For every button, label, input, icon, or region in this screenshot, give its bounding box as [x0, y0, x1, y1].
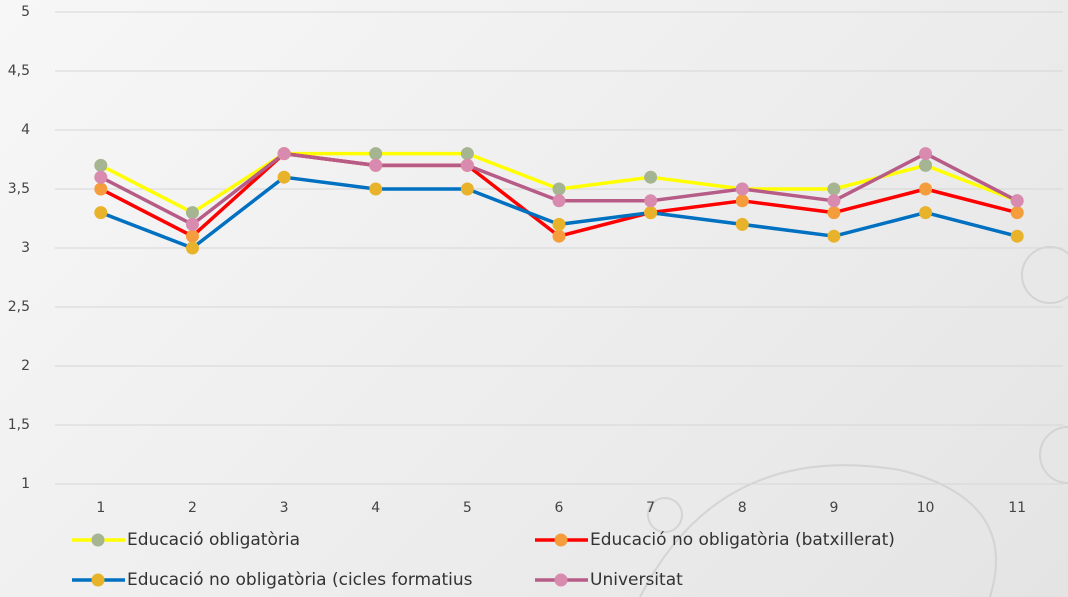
legend-marker: [91, 533, 105, 547]
point: [735, 217, 749, 231]
x-tick-label: 3: [280, 500, 289, 516]
y-tick-label: 1,5: [8, 417, 30, 433]
point: [552, 182, 566, 196]
legend-label: Educació no obligatòria (cicles formatiu…: [127, 570, 473, 590]
legend-label: Universitat: [590, 570, 683, 590]
y-tick-label: 5: [21, 4, 30, 20]
point: [369, 147, 383, 161]
x-tick-label: 9: [829, 500, 838, 516]
point: [460, 182, 474, 196]
point: [827, 206, 841, 220]
point: [185, 217, 199, 231]
y-tick-label: 2: [21, 358, 30, 374]
point: [644, 194, 658, 208]
point: [185, 241, 199, 255]
point: [919, 206, 933, 220]
point: [919, 158, 933, 172]
x-tick-label: 4: [371, 500, 380, 516]
x-tick-label: 1: [96, 500, 105, 516]
point: [94, 158, 108, 172]
x-tick-label: 10: [917, 500, 935, 516]
legend-label: Educació no obligatòria (batxillerat): [590, 530, 895, 550]
decor: [639, 246, 1068, 597]
point: [94, 170, 108, 184]
point: [644, 170, 658, 184]
point: [552, 229, 566, 243]
x-tick-label: 2: [188, 500, 197, 516]
x-tick-label: 7: [646, 500, 655, 516]
point: [552, 194, 566, 208]
y-tick-label: 3,5: [8, 181, 30, 197]
point: [1010, 229, 1024, 243]
x-tick-label: 11: [1008, 500, 1026, 516]
point: [552, 217, 566, 231]
y-tick-label: 3: [21, 240, 30, 256]
point: [827, 194, 841, 208]
legend-marker: [554, 533, 568, 547]
point: [94, 182, 108, 196]
point: [185, 206, 199, 220]
point: [735, 182, 749, 196]
y-tick-label: 1: [21, 476, 30, 492]
point: [1010, 194, 1024, 208]
point: [827, 229, 841, 243]
legend-label: Educació obligatòria: [127, 530, 300, 550]
point: [277, 147, 291, 161]
point: [1010, 206, 1024, 220]
point: [919, 182, 933, 196]
point: [185, 229, 199, 243]
x-tick-label: 5: [463, 500, 472, 516]
point: [460, 158, 474, 172]
point: [277, 170, 291, 184]
y-tick-label: 4: [21, 122, 30, 138]
point: [644, 206, 658, 220]
point: [919, 147, 933, 161]
legend-marker: [91, 573, 105, 587]
y-tick-label: 4,5: [8, 63, 30, 79]
point: [827, 182, 841, 196]
point: [369, 182, 383, 196]
x-tick-label: 6: [555, 500, 564, 516]
y-tick-label: 2,5: [8, 299, 30, 315]
point: [94, 206, 108, 220]
point: [735, 194, 749, 208]
legend-marker: [554, 573, 568, 587]
point: [460, 147, 474, 161]
point: [369, 158, 383, 172]
x-tick-label: 8: [738, 500, 747, 516]
